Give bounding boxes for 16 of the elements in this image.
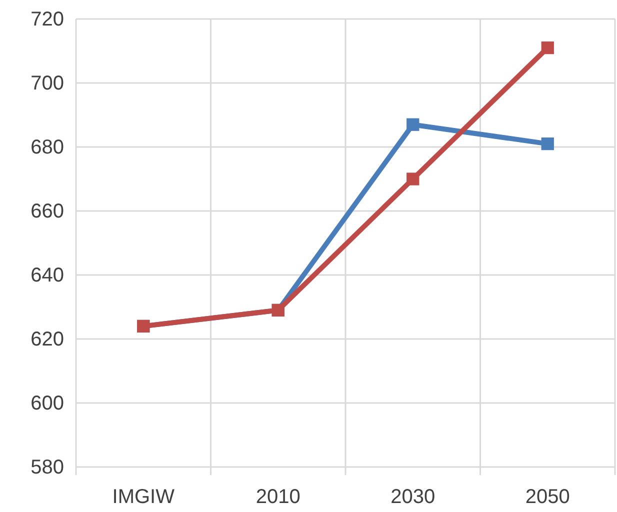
x-tick-label: IMGIW <box>112 486 175 508</box>
y-tick-label: 600 <box>30 392 64 414</box>
y-tick-label: 680 <box>30 136 64 158</box>
y-tick-label: 660 <box>30 200 64 222</box>
x-tick-label: 2050 <box>525 486 570 508</box>
y-tick-label: 620 <box>30 328 64 350</box>
point <box>541 41 554 54</box>
y-tick-label: 580 <box>30 456 64 478</box>
point <box>406 118 420 131</box>
x-tick-label: 2010 <box>256 486 300 508</box>
x-tick-label: 2030 <box>390 486 436 508</box>
y-tick-label: 640 <box>30 264 64 286</box>
point <box>406 172 420 186</box>
y-tick-label: 700 <box>30 72 64 94</box>
y-tick-label: 720 <box>30 8 64 30</box>
point <box>541 137 554 150</box>
